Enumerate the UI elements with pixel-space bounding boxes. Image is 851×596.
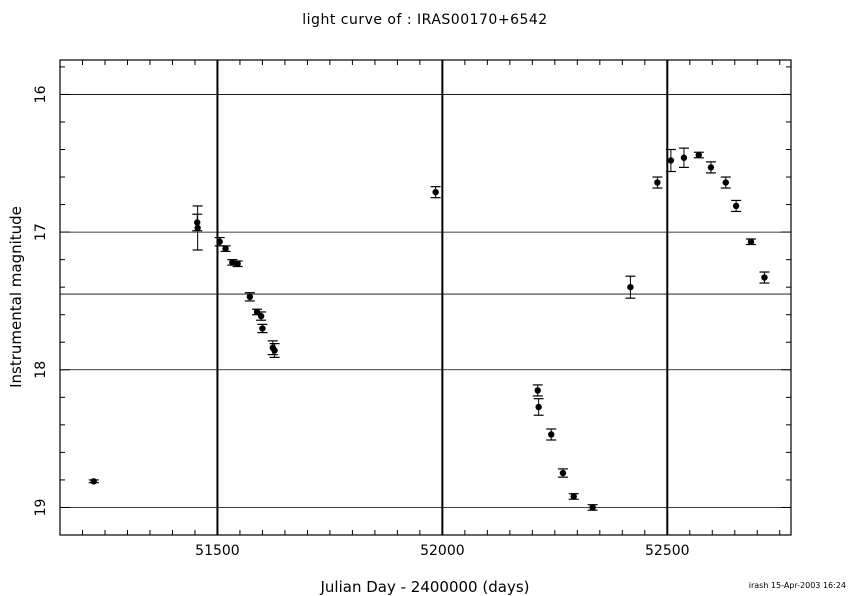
horizontal-lines	[60, 94, 791, 508]
y-tick-label: 16	[33, 85, 49, 103]
data-point	[759, 271, 770, 284]
point-marker	[257, 312, 265, 320]
point-marker	[722, 179, 729, 186]
data-point	[192, 205, 203, 251]
point-marker	[654, 179, 661, 186]
data-point	[587, 504, 598, 511]
point-marker	[732, 202, 740, 210]
point-marker	[229, 259, 236, 266]
data-point	[652, 176, 663, 189]
data-point	[568, 493, 579, 500]
point-marker	[570, 493, 577, 500]
data-point	[269, 343, 280, 358]
data-point	[625, 275, 636, 299]
data-points	[88, 147, 770, 511]
data-point	[220, 245, 231, 252]
point-marker	[271, 347, 278, 354]
y-axis-label: Instrumental magnitude	[7, 206, 25, 388]
data-point	[257, 323, 268, 334]
tick-labels: 51500 52000 52500 16 17 18 19	[33, 85, 690, 559]
footer-note: irash 15-Apr-2003 16:24	[749, 581, 846, 590]
point-marker	[535, 403, 542, 411]
data-point	[88, 478, 99, 485]
point-marker	[90, 478, 97, 485]
point-marker	[234, 260, 241, 267]
data-point	[678, 147, 689, 168]
data-point	[430, 186, 441, 199]
y-tick-label: 17	[33, 223, 49, 241]
data-point	[731, 199, 742, 213]
point-marker	[534, 387, 541, 394]
x-tick-label: 52000	[420, 543, 465, 559]
point-marker	[259, 325, 266, 332]
data-point	[720, 176, 731, 189]
data-point	[705, 161, 716, 174]
x-tick-label: 52500	[645, 543, 690, 559]
point-marker	[559, 469, 567, 477]
x-tick-label: 51500	[195, 543, 240, 559]
point-marker	[589, 504, 596, 511]
y-tick-label: 19	[33, 499, 49, 517]
data-point	[546, 428, 557, 441]
data-point	[244, 292, 255, 302]
point-marker	[222, 245, 229, 252]
point-marker	[761, 274, 768, 281]
point-marker	[432, 188, 439, 196]
chart-title: light curve of : IRAS00170+6542	[302, 12, 547, 28]
data-point	[214, 237, 225, 247]
point-marker	[695, 151, 702, 159]
point-marker	[246, 293, 254, 301]
point-marker	[747, 238, 755, 245]
data-point	[745, 238, 756, 246]
point-marker	[707, 164, 715, 171]
data-point	[665, 148, 676, 173]
vertical-lines	[216, 60, 669, 535]
point-marker	[548, 431, 555, 438]
data-point	[533, 398, 544, 416]
data-point	[232, 260, 243, 268]
data-point	[532, 384, 543, 397]
point-marker	[627, 283, 634, 291]
plot-frame	[59, 59, 792, 536]
x-axis-label: Julian Day - 2400000 (days)	[320, 578, 530, 596]
axis-ticks	[60, 60, 791, 535]
y-tick-label: 18	[33, 361, 49, 379]
point-marker	[667, 157, 675, 164]
data-point	[693, 151, 704, 159]
data-point	[557, 468, 568, 478]
point-marker	[680, 154, 688, 161]
point-marker	[216, 238, 223, 245]
point-marker	[194, 224, 201, 232]
data-point	[256, 311, 267, 321]
